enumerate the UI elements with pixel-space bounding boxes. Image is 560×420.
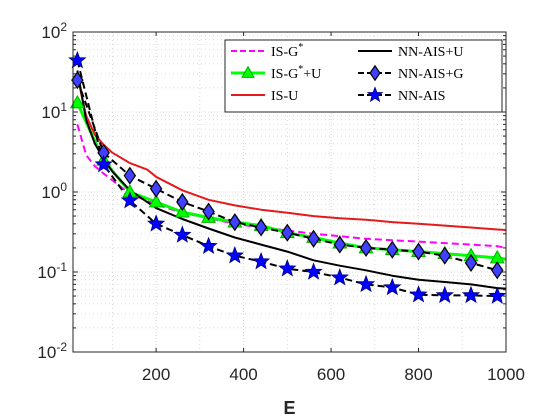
marker-nn-ais <box>356 274 376 293</box>
legend-label-nn-ais: NN-AIS <box>398 89 445 104</box>
marker-nn-ais <box>409 285 428 303</box>
marker-nn-ais-plus-g <box>71 71 84 90</box>
marker-nn-ais-plus-g <box>464 253 478 272</box>
marker-nn-ais <box>383 277 402 296</box>
y-tick-label: 102 <box>41 20 67 42</box>
marker-nn-ais-plus-g <box>149 179 163 198</box>
series-markers <box>68 50 507 304</box>
marker-nn-ais <box>120 190 140 209</box>
marker-nn-ais <box>173 225 192 243</box>
legend-label-is-u: IS-U <box>271 89 298 104</box>
y-tick-label: 10-1 <box>37 260 67 282</box>
legend-label-nn-ais-plus-g: NN-AIS+G <box>398 67 463 82</box>
marker-nn-ais <box>435 285 454 304</box>
y-tick-label: 100 <box>41 180 67 202</box>
marker-nn-ais-plus-g <box>491 261 504 280</box>
marker-is-g-star-plus-u <box>174 204 190 218</box>
marker-nn-ais <box>278 259 297 277</box>
x-axis-label: E <box>283 398 295 418</box>
marker-nn-ais-plus-g <box>176 192 189 212</box>
marker-nn-ais-plus-g <box>281 223 294 242</box>
x-tick-label: 200 <box>142 365 170 384</box>
marker-nn-ais-plus-g <box>359 238 373 257</box>
marker-nn-ais <box>68 50 87 69</box>
legend-marker-nn-ais-plus-g <box>369 64 381 82</box>
marker-nn-ais-plus-g <box>438 246 451 265</box>
x-tick-label: 800 <box>404 365 432 384</box>
marker-nn-ais <box>94 154 113 173</box>
y-tick-label: 10-2 <box>37 340 67 362</box>
marker-nn-ais-plus-g <box>123 166 137 185</box>
marker-nn-ais-plus-g <box>412 242 425 261</box>
x-tick-label: 600 <box>317 365 345 384</box>
marker-nn-ais-plus-g <box>202 202 215 221</box>
marker-nn-ais <box>461 285 481 304</box>
legend-label-nn-ais-plus-u: NN-AIS+U <box>398 45 463 60</box>
marker-nn-ais <box>304 262 323 280</box>
x-tick-labels: 200 400 600 800 1000 <box>142 365 525 384</box>
marker-is-g-star-plus-u <box>148 193 164 208</box>
marker-nn-ais <box>251 251 271 270</box>
marker-is-g-star-plus-u <box>69 94 85 109</box>
marker-nn-ais-plus-g <box>386 240 399 259</box>
legend-label-is-g-star: IS-G* <box>271 42 303 60</box>
series-line-is-u <box>76 75 506 231</box>
marker-nn-ais-plus-g <box>228 213 242 232</box>
legend: IS-G* IS-G*+U IS-U NN-AIS+U NN-AIS+G NN-AIS <box>224 39 503 113</box>
x-tick-label: 1000 <box>487 365 525 384</box>
marker-nn-ais <box>225 246 244 264</box>
marker-nn-ais <box>199 236 218 255</box>
legend-marker-nn-ais <box>366 86 384 103</box>
legend-label-is-g-star-plus-u: IS-G*+U <box>271 64 321 82</box>
axis-ticks <box>73 31 507 353</box>
y-tick-label: 101 <box>41 100 67 122</box>
legend-marker-is-g-star-plus-u <box>241 65 255 78</box>
marker-nn-ais <box>330 268 349 286</box>
y-tick-labels: 10-2 10-1 100 101 102 <box>37 20 67 362</box>
marker-nn-ais-plus-g <box>254 218 268 237</box>
marker-nn-ais <box>146 214 166 232</box>
marker-nn-ais-plus-g <box>333 235 347 254</box>
marker-nn-ais <box>488 286 507 304</box>
marker-nn-ais-plus-g <box>307 229 320 248</box>
x-tick-label: 400 <box>229 365 257 384</box>
